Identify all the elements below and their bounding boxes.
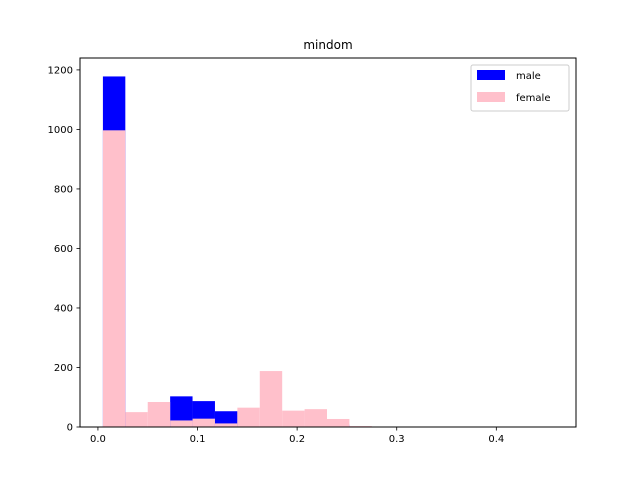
y-tick-label: 400 <box>54 303 73 314</box>
male-bar-3 <box>170 396 193 427</box>
x-tick-label: 0.2 <box>289 434 305 445</box>
female-legend-label: female <box>516 93 550 104</box>
legend: male female <box>470 64 570 112</box>
x-tick-label: 0.1 <box>190 434 206 445</box>
y-tick-label: 1000 <box>48 125 73 136</box>
y-tick-label: 200 <box>54 363 73 374</box>
female-bar-3 <box>170 420 193 427</box>
chart-title: mindom <box>303 38 352 52</box>
x-tick-label: 0.4 <box>488 434 504 445</box>
male-bar-5 <box>214 411 238 427</box>
female-bar-1 <box>125 412 148 427</box>
female-bar-7 <box>259 371 283 427</box>
female-bar-10 <box>327 418 350 427</box>
plot-frame <box>79 57 577 428</box>
x-tick-label: 0.3 <box>389 434 405 445</box>
x-axis: 0.0 0.1 0.2 0.3 0.4 <box>90 427 504 445</box>
y-tick-label: 800 <box>54 184 73 195</box>
female-bar-8 <box>282 410 305 427</box>
bars-layer <box>102 76 552 427</box>
female-bar-0 <box>102 130 126 427</box>
female-bar-2 <box>147 402 171 427</box>
y-tick-label: 0 <box>67 423 73 434</box>
x-tick-label: 0.0 <box>90 434 106 445</box>
y-tick-label: 600 <box>54 244 73 255</box>
y-axis: 0 200 400 600 800 1000 1200 <box>48 65 80 434</box>
female-legend-swatch <box>477 92 505 102</box>
female-bar-6 <box>237 407 260 427</box>
female-bar-5 <box>214 423 238 427</box>
y-tick-label: 1200 <box>48 65 73 76</box>
female-bar-9 <box>304 409 327 427</box>
female-bar-4 <box>192 418 215 427</box>
male-legend-label: male <box>516 71 541 82</box>
male-legend-swatch <box>477 70 505 80</box>
